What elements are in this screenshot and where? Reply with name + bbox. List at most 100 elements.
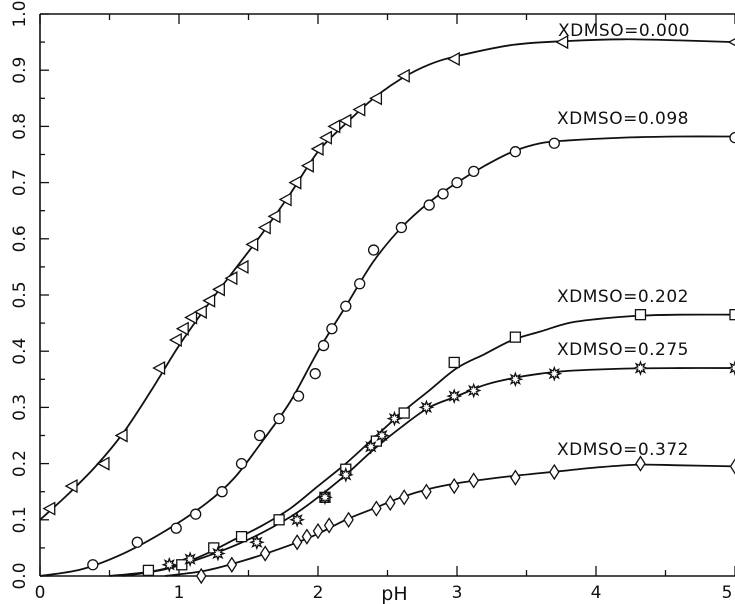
data-point <box>235 259 249 274</box>
data-point <box>468 165 480 178</box>
x-tick-label: 0 <box>35 583 46 603</box>
y-tick-label: 0.6 <box>10 225 30 252</box>
data-point <box>418 399 435 416</box>
data-point <box>96 456 110 471</box>
data-point <box>729 458 735 475</box>
data-point <box>367 244 380 256</box>
data-point <box>546 365 563 382</box>
data-point <box>245 237 259 252</box>
x-tick-label: 4 <box>591 583 602 603</box>
data-point <box>87 559 99 571</box>
data-point <box>446 388 463 405</box>
data-point <box>398 407 410 419</box>
data-point <box>369 91 383 106</box>
data-point <box>317 339 330 352</box>
data-point <box>385 494 396 512</box>
data-point <box>202 293 216 308</box>
data-point <box>396 68 410 83</box>
data-point <box>259 545 271 562</box>
y-tick-label: 0.1 <box>10 506 30 533</box>
data-point <box>323 517 335 534</box>
x-tick-label: 2 <box>313 583 324 603</box>
data-point <box>291 534 303 551</box>
y-tick-label: 0.9 <box>10 57 30 84</box>
y-tick-label: 0.8 <box>10 113 30 140</box>
data-point <box>312 522 324 540</box>
data-point <box>326 323 338 335</box>
data-point <box>267 209 281 224</box>
data-point <box>114 428 128 443</box>
data-point <box>468 472 479 489</box>
data-point <box>248 534 265 551</box>
data-point <box>555 35 569 50</box>
data-point <box>278 192 292 207</box>
data-point <box>327 119 341 134</box>
data-point <box>509 331 522 343</box>
data-point <box>310 141 324 156</box>
x-tick-label: 5 <box>722 583 733 603</box>
y-tick-label: 0.0 <box>10 562 30 589</box>
data-point <box>161 556 178 573</box>
data-point <box>300 158 314 173</box>
x-axis-title: pH <box>381 583 407 604</box>
data-point <box>142 564 155 577</box>
data-point <box>729 131 735 144</box>
data-point <box>337 466 354 483</box>
data-point <box>226 556 238 573</box>
data-point <box>421 483 432 500</box>
data-point <box>338 113 352 128</box>
data-point <box>288 175 302 190</box>
y-tick-label: 0.7 <box>10 169 30 196</box>
series-label-3: XDMSO=0.275 <box>557 340 689 360</box>
data-point <box>446 51 460 67</box>
data-point <box>190 508 202 520</box>
series-curve-4 <box>164 463 735 577</box>
data-point <box>309 368 321 380</box>
data-point <box>273 514 285 526</box>
x-tick-label: 1 <box>174 583 185 603</box>
series-label-1: XDMSO=0.098 <box>557 109 689 129</box>
data-point <box>209 545 226 562</box>
y-tick-label: 1.0 <box>10 0 30 27</box>
data-point <box>317 489 333 506</box>
data-point <box>507 371 524 388</box>
data-point <box>152 360 166 376</box>
data-point <box>727 360 735 376</box>
data-point <box>64 478 78 494</box>
data-point <box>509 146 522 158</box>
data-point <box>374 427 390 444</box>
data-point <box>727 38 735 47</box>
y-tick-label: 0.2 <box>10 450 30 477</box>
data-point <box>340 300 352 312</box>
data-point <box>448 477 460 495</box>
series-label-0: XDMSO=0.000 <box>558 21 690 41</box>
data-point <box>184 310 198 325</box>
data-point <box>176 559 188 571</box>
x-tick-label: 3 <box>452 583 463 603</box>
data-point <box>548 137 560 149</box>
data-point <box>423 199 435 211</box>
data-point <box>448 356 460 369</box>
data-point <box>635 455 646 472</box>
data-point <box>216 486 228 498</box>
data-point <box>193 304 207 319</box>
series-label-4: XDMSO=0.372 <box>557 440 689 460</box>
series-label-2: XDMSO=0.202 <box>557 287 689 307</box>
data-point <box>354 278 366 290</box>
data-point <box>729 309 735 321</box>
data-point <box>168 332 182 348</box>
data-point <box>235 457 248 470</box>
data-point <box>273 412 285 425</box>
data-point <box>318 130 332 145</box>
data-point <box>395 221 408 234</box>
y-tick-label: 0.5 <box>10 281 30 308</box>
y-tick-label: 0.4 <box>10 338 30 365</box>
data-point <box>257 220 271 235</box>
data-point <box>362 438 379 455</box>
data-point <box>292 390 305 402</box>
data-point <box>182 551 199 568</box>
data-point <box>224 271 238 286</box>
y-tick-label: 0.3 <box>10 394 30 421</box>
data-point <box>549 463 560 481</box>
